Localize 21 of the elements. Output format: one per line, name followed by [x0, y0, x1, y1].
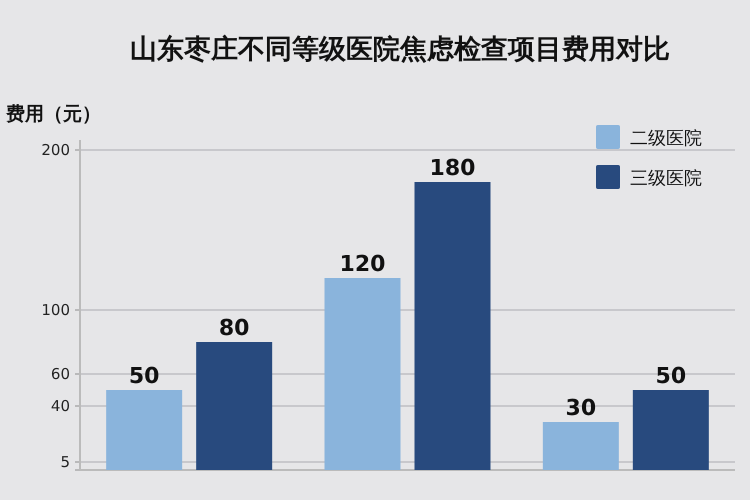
bar	[324, 278, 400, 470]
data-label: 180	[430, 156, 476, 181]
bar	[632, 390, 709, 470]
y-tick-label: 200	[41, 141, 70, 159]
chart-title: 山东枣庄不同等级医院焦虑检查项目费用对比	[130, 34, 670, 65]
y-tick-label: 40	[50, 397, 70, 415]
y-tick-label: 100	[41, 301, 70, 319]
legend-label: 三级医院	[630, 168, 702, 189]
y-tick-label: 60	[50, 365, 70, 383]
y-axis-title: 费用（元）	[5, 103, 101, 125]
bar	[106, 390, 182, 470]
data-label: 80	[218, 316, 250, 341]
y-tick-label: 5	[60, 453, 70, 471]
bar	[542, 422, 619, 470]
bar	[414, 182, 490, 470]
legend-label: 二级医院	[630, 128, 702, 149]
data-label: 30	[566, 396, 596, 421]
data-label: 120	[340, 252, 386, 277]
bar	[196, 342, 272, 470]
data-label: 50	[128, 364, 160, 389]
data-label: 50	[656, 364, 686, 389]
